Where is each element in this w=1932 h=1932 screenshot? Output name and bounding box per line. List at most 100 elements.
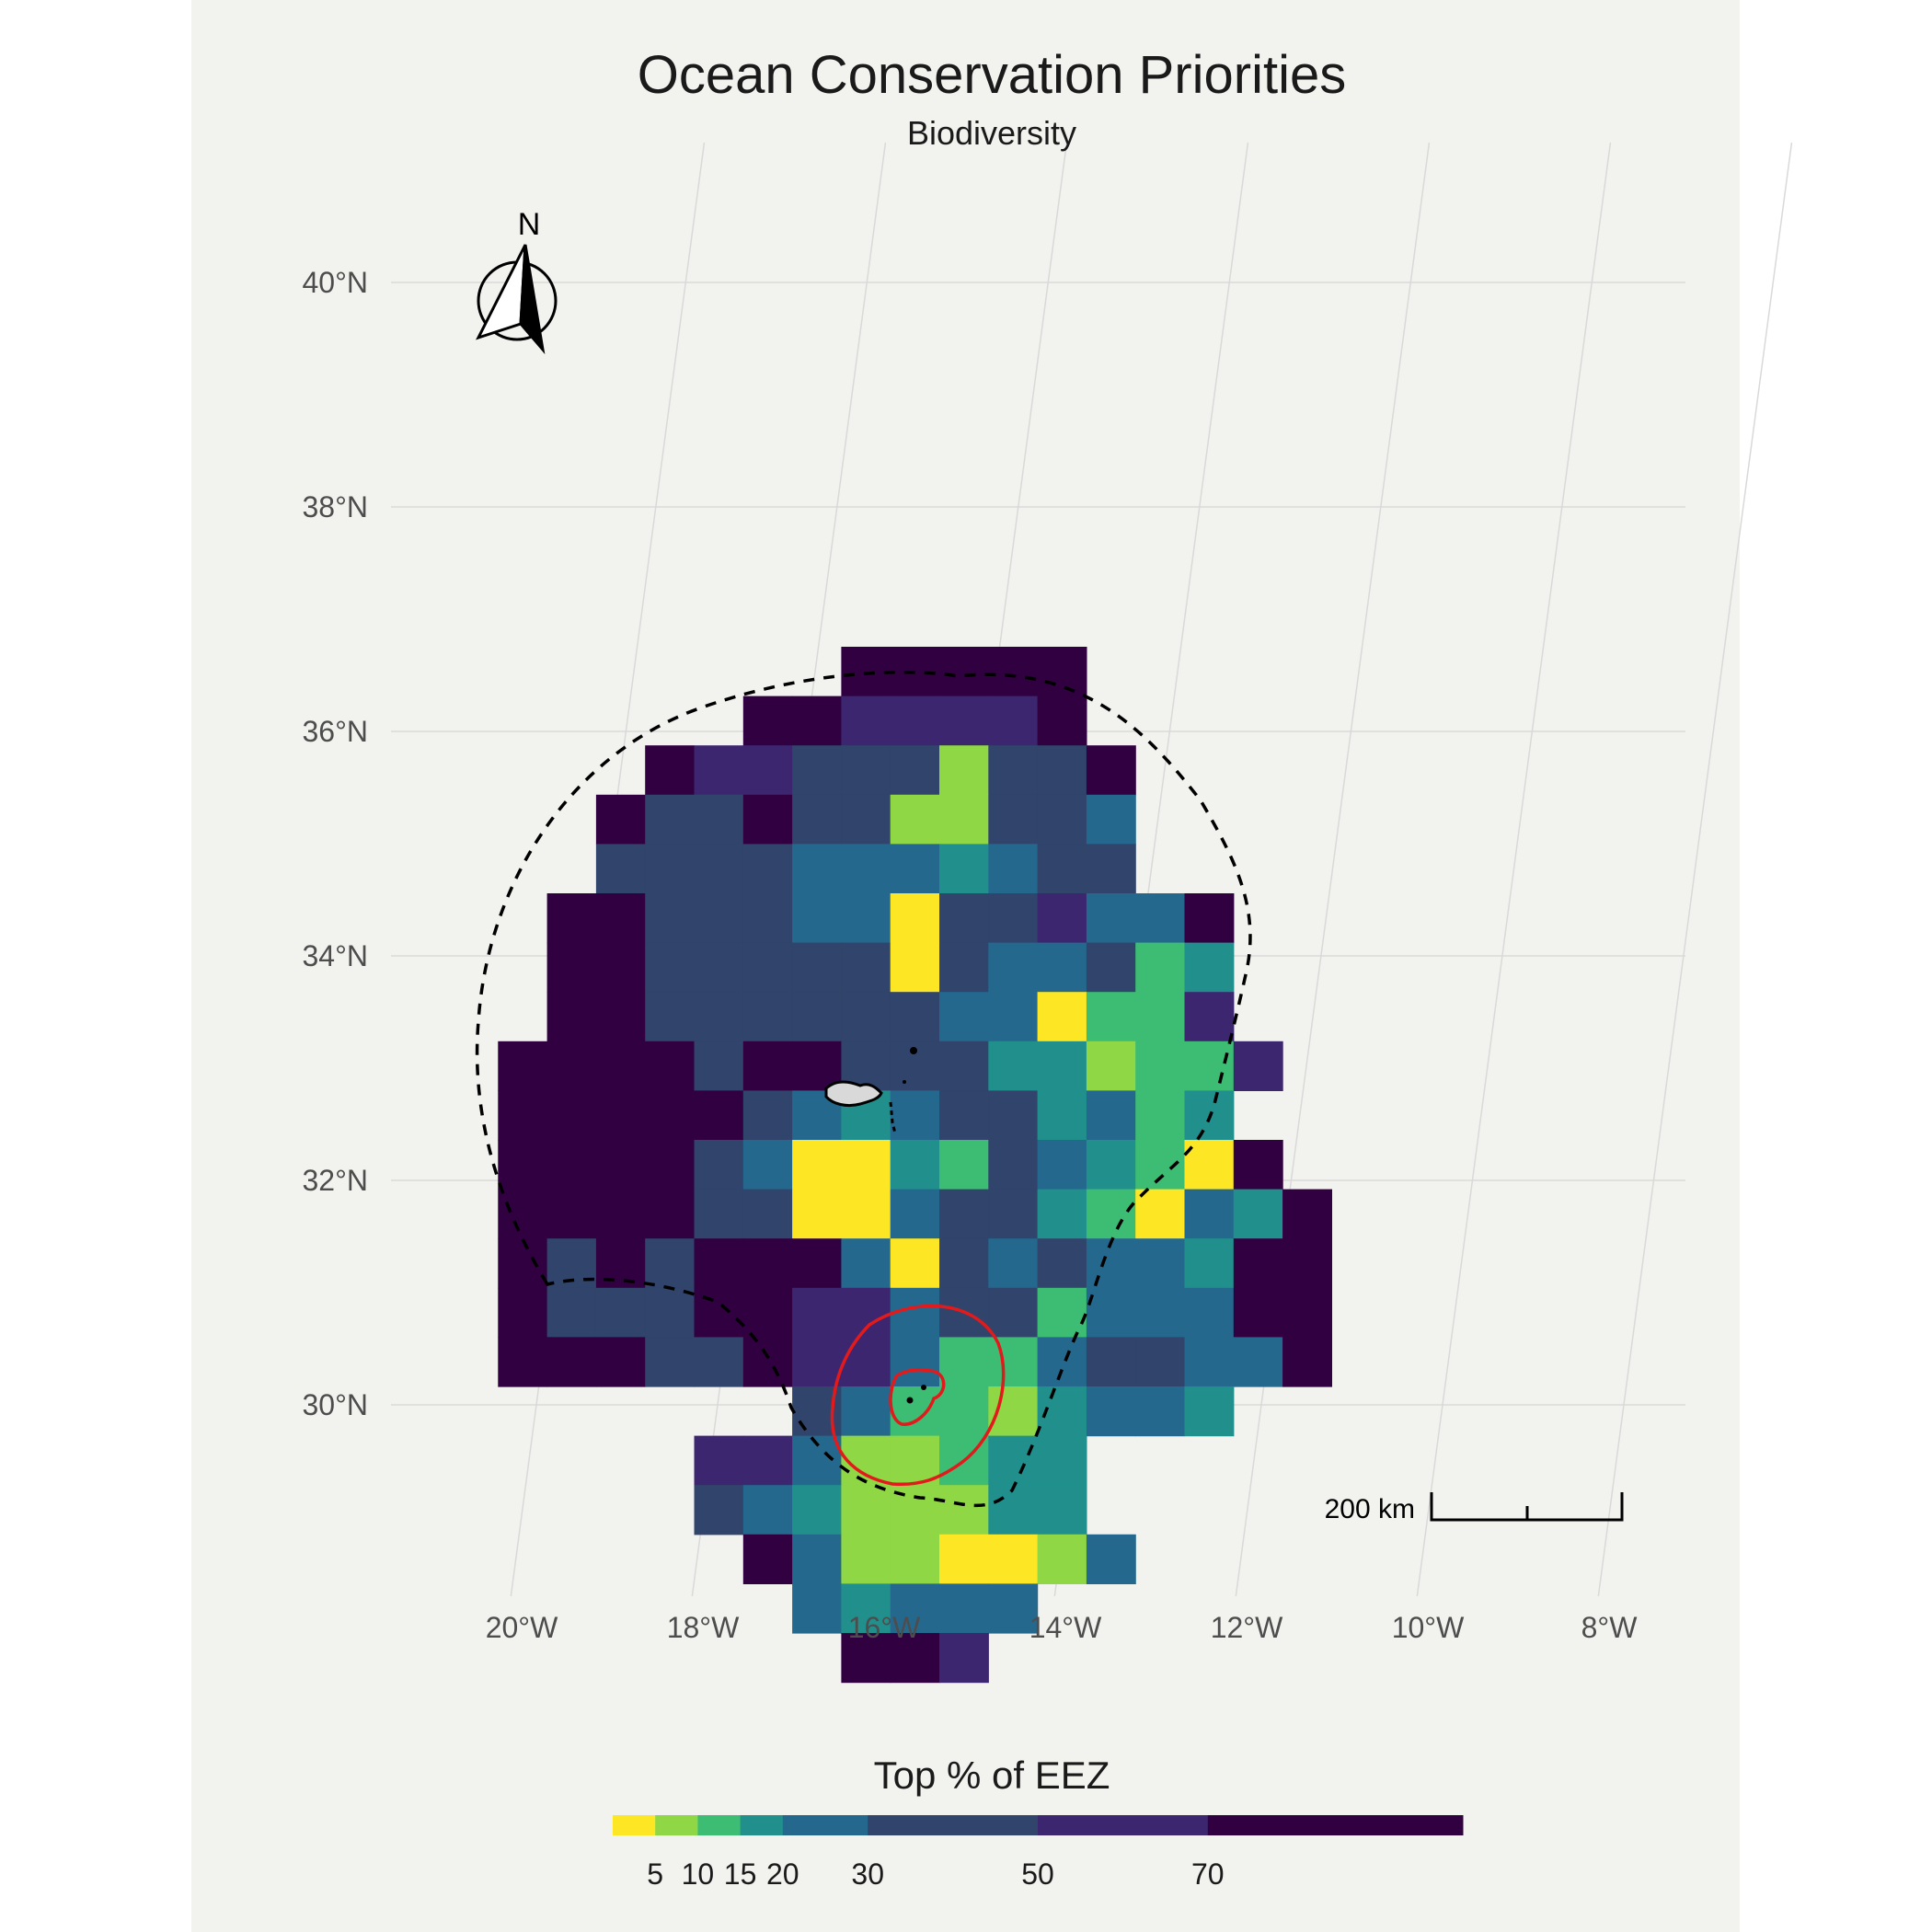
raster-cell (1086, 1287, 1136, 1338)
raster-cell (694, 1287, 744, 1338)
raster-cell (742, 893, 793, 944)
raster-cell (890, 1534, 940, 1584)
raster-cell (841, 942, 891, 993)
legend-color-segment (613, 1815, 656, 1835)
legend-color-segment (782, 1815, 868, 1835)
raster-cell (742, 1534, 793, 1584)
raster-cell (841, 1386, 891, 1437)
raster-cell (890, 893, 940, 944)
raster-cell (742, 1435, 793, 1486)
raster-cell (546, 992, 597, 1042)
raster-cell (1086, 1090, 1136, 1141)
raster-cell (645, 992, 696, 1042)
raster-cell (1037, 745, 1087, 796)
latitude-label: 30°N (303, 1388, 369, 1421)
raster-cell (1037, 1485, 1087, 1535)
raster-cell (1135, 1090, 1186, 1141)
raster-cell (792, 1337, 842, 1387)
raster-cell (1135, 992, 1186, 1042)
raster-cell (939, 1386, 989, 1437)
scale-bar: 200 km (1325, 1492, 1624, 1524)
raster-cell (595, 794, 646, 845)
latitude-labels: 30°N 32°N 34°N 36°N 38°N 40°N (303, 266, 369, 1421)
raster-cell (1233, 1041, 1283, 1091)
latitude-label: 32°N (303, 1164, 369, 1197)
raster-cell (645, 844, 696, 894)
raster-cell (939, 1485, 989, 1535)
raster-cell (1135, 1238, 1186, 1289)
meridian-line (1597, 142, 1793, 1597)
raster-cell (890, 1386, 940, 1437)
raster-cell (988, 942, 1039, 993)
raster-cell (939, 893, 989, 944)
raster-cell (841, 1633, 891, 1684)
raster-cell (890, 1140, 940, 1190)
raster-cell (792, 1485, 842, 1535)
longitude-label: 18°W (667, 1611, 740, 1644)
raster-cell (1135, 1189, 1186, 1239)
raster-cell (988, 1583, 1039, 1634)
madeira-island (824, 1080, 883, 1108)
raster-cell (742, 696, 793, 746)
raster-cell (645, 1090, 696, 1141)
legend-tick-label: 70 (1191, 1857, 1225, 1891)
raster-cell (595, 1337, 646, 1387)
raster-cell (939, 1583, 989, 1634)
raster-cell (1282, 1337, 1332, 1387)
raster-cell (742, 1485, 793, 1535)
raster-cell (1086, 1534, 1136, 1584)
raster-cell (645, 1189, 696, 1239)
raster-cell (988, 1090, 1039, 1141)
scale-bar-line (1430, 1492, 1624, 1522)
raster-cell (792, 1287, 842, 1338)
raster-cell (1135, 1386, 1186, 1437)
raster-cell (988, 1337, 1039, 1387)
raster-cell (1086, 1041, 1136, 1091)
raster-cell (595, 992, 646, 1042)
raster-cell (792, 1534, 842, 1584)
legend-tick-labels: 5 10 15 20 30 50 70 (647, 1857, 1224, 1891)
raster-cell (1184, 1189, 1235, 1239)
raster-cell (1233, 1140, 1283, 1190)
raster-cell (890, 844, 940, 894)
raster-cell (939, 794, 989, 845)
raster-cell (792, 696, 842, 746)
raster-cell (841, 893, 891, 944)
raster-cell (694, 844, 744, 894)
raster-cell (988, 647, 1039, 697)
map-subtitle: Biodiversity (906, 114, 1077, 152)
raster-cell (645, 794, 696, 845)
raster-cell (890, 1583, 940, 1634)
raster-cell (1086, 992, 1136, 1042)
raster-cell (1184, 1287, 1235, 1338)
raster-cell (939, 1189, 989, 1239)
raster-cell (1184, 1041, 1235, 1091)
raster-cell (792, 942, 842, 993)
legend-color-segment (1038, 1815, 1209, 1835)
raster-cell (939, 1534, 989, 1584)
selvagem-grande-island (906, 1397, 914, 1404)
raster-cell (1086, 1140, 1136, 1190)
north-arrow-label: N (518, 207, 541, 242)
raster-cell (1037, 1189, 1087, 1239)
raster-cell (939, 1238, 989, 1289)
raster-cell (1037, 1435, 1087, 1486)
legend-tick-label: 10 (682, 1857, 715, 1891)
raster-cell (1184, 1386, 1235, 1437)
raster-cell (1184, 942, 1235, 993)
raster-cell (792, 1189, 842, 1239)
raster-cell (645, 1238, 696, 1289)
raster-cell (890, 1337, 940, 1387)
raster-cell (742, 1287, 793, 1338)
raster-cell (595, 1041, 646, 1091)
raster-cell (742, 794, 793, 845)
raster-cell (742, 745, 793, 796)
raster-cell (1037, 794, 1087, 845)
latitude-label: 38°N (303, 490, 369, 523)
raster-cell (988, 1534, 1039, 1584)
raster-cell (1086, 745, 1136, 796)
raster-cell (1233, 1189, 1283, 1239)
raster-cell (694, 992, 744, 1042)
north-arrow-right-half (519, 244, 546, 355)
